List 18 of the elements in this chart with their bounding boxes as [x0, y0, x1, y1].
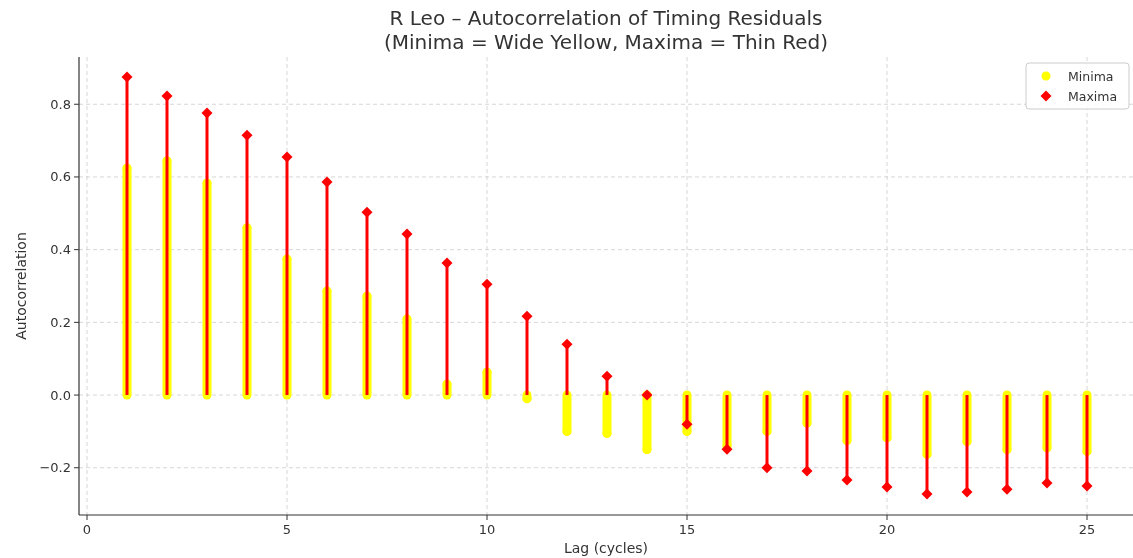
x-tick-label: 25 — [1078, 522, 1096, 537]
x-tick-label: 0 — [82, 522, 92, 537]
y-tick-label: 0.2 — [50, 314, 71, 330]
y-axis-title: Autocorrelation — [13, 232, 29, 340]
legend-label: Minima — [1068, 68, 1114, 84]
chart-subtitle: (Minima = Wide Yellow, Maxima = Thin Red) — [384, 30, 828, 54]
y-tick-label: 0.0 — [50, 387, 71, 403]
x-tick-label: 5 — [282, 522, 292, 537]
x-tick-label: 10 — [478, 522, 496, 537]
y-tick-label: 0.8 — [50, 96, 71, 112]
x-tick-label: 15 — [678, 522, 696, 537]
chart-title: R Leo – Autocorrelation of Timing Residuals — [389, 6, 823, 30]
y-tick-label: 0.6 — [50, 169, 71, 185]
x-axis-title: Lag (cycles) — [563, 540, 649, 556]
y-tick-label: −0.2 — [39, 460, 71, 476]
x-tick-label: 20 — [878, 522, 896, 537]
legend-label: Maxima — [1068, 88, 1118, 104]
y-tick-label: 0.4 — [50, 242, 71, 258]
